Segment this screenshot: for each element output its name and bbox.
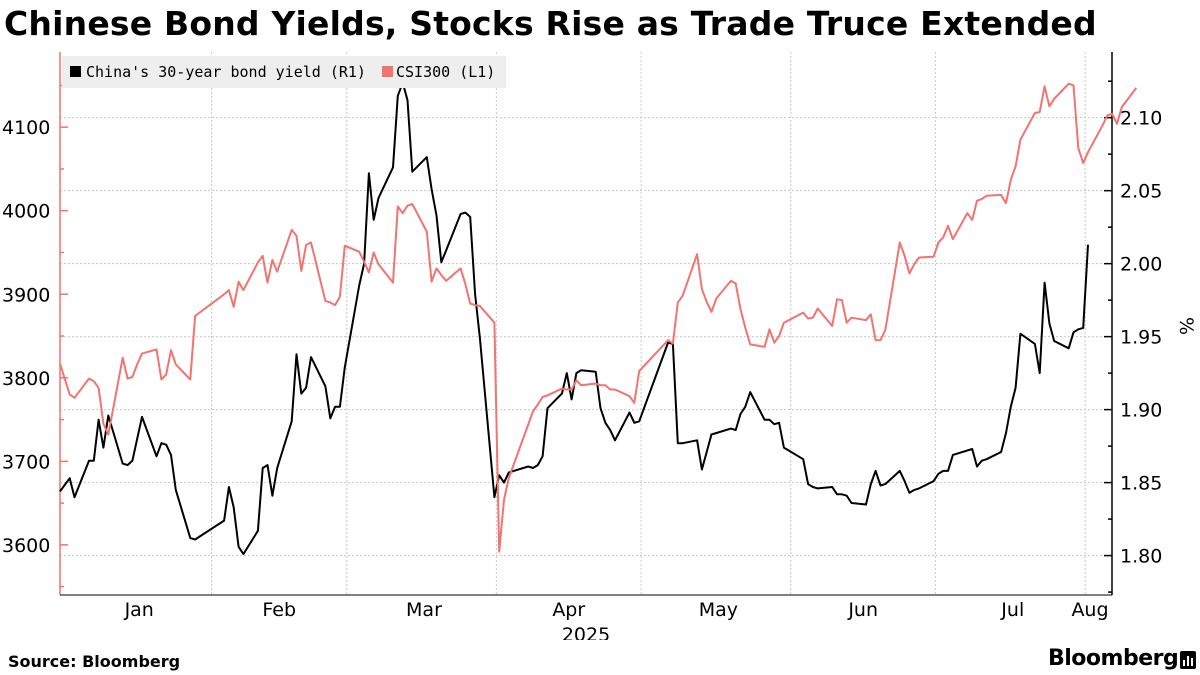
x-year-label: 2025 xyxy=(562,624,610,640)
left-tick-label: 3900 xyxy=(2,284,50,306)
gridlines xyxy=(60,52,1112,595)
chart-title: Chinese Bond Yields, Stocks Rise as Trad… xyxy=(4,4,1097,43)
right-tick-label: 1.95 xyxy=(1120,327,1162,349)
x-tick-label: Feb xyxy=(262,599,296,621)
legend-swatch-csi300 xyxy=(382,66,393,77)
right-tick-label: 1.85 xyxy=(1120,473,1162,495)
chart-area: 3600 3700 3800 3900 4000 4100 1.80 1.85 1.90 1.95… xyxy=(2,52,1197,640)
x-tick-label: Jan xyxy=(124,599,154,621)
x-tick-label: Mar xyxy=(406,599,442,621)
series-lines xyxy=(59,81,1138,556)
x-tick-label: May xyxy=(699,599,738,621)
x-tick-label: Apr xyxy=(552,599,585,621)
left-tick-label: 4000 xyxy=(2,201,50,223)
brand-logo: Bloomberg xyxy=(1048,646,1179,671)
bond-yield-line xyxy=(59,81,1089,556)
legend-swatch-bond xyxy=(70,66,81,77)
legend-label-csi300: CSI300 (L1) xyxy=(396,63,495,81)
legend-label-bond: China's 30-year bond yield (R1) xyxy=(86,63,366,81)
x-tick-label: Jun xyxy=(847,599,878,621)
right-tick-label: 2.10 xyxy=(1120,108,1162,130)
right-tick-label: 2.05 xyxy=(1120,181,1162,203)
x-tick-label: Jul xyxy=(1000,599,1024,621)
bloomberg-terminal-icon xyxy=(1180,651,1196,669)
right-tick-label: 1.90 xyxy=(1120,400,1162,422)
legend: China's 30-year bond yield (R1) CSI300 (L… xyxy=(62,56,506,88)
left-tick-label: 3600 xyxy=(2,535,50,557)
legend-box xyxy=(62,56,506,88)
right-tick-label: 2.00 xyxy=(1120,254,1162,276)
left-tick-label: 4100 xyxy=(2,117,50,139)
axes: 3600 3700 3800 3900 4000 4100 1.80 1.85 1.90 1.95… xyxy=(2,52,1197,640)
csi300-line xyxy=(59,82,1138,553)
left-tick-label: 3700 xyxy=(2,451,50,473)
x-tick-label: Aug xyxy=(1071,599,1108,621)
source-note: Source: Bloomberg xyxy=(8,652,181,671)
left-tick-label: 3800 xyxy=(2,368,50,390)
right-axis-unit: % xyxy=(1175,317,1197,335)
right-tick-label: 1.80 xyxy=(1120,546,1162,568)
